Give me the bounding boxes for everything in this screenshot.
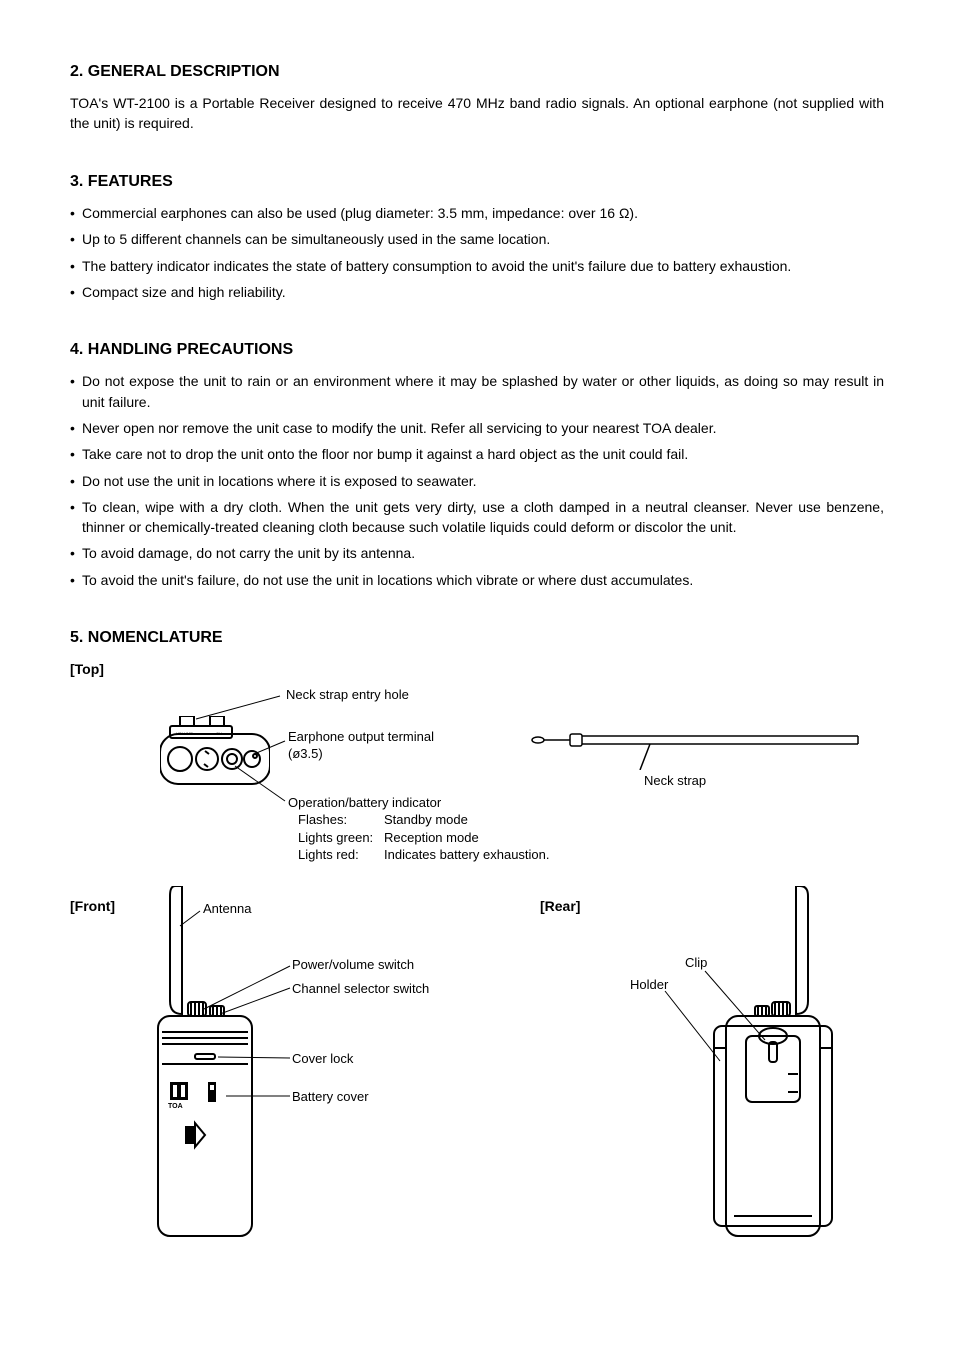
feature-item: Commercial earphones can also be used (p… xyxy=(82,203,884,223)
precaution-item: Take care not to drop the unit onto the … xyxy=(82,444,884,464)
callout-line: (ø3.5) xyxy=(288,745,434,763)
precaution-item: To avoid damage, do not carry the unit b… xyxy=(82,543,884,563)
section-heading-4: 4. HANDLING PRECAUTIONS xyxy=(70,338,884,361)
callout-power-vol: Power/volume switch xyxy=(292,956,414,974)
features-list: •Commercial earphones can also be used (… xyxy=(70,203,884,302)
callout-battery-cover: Battery cover xyxy=(292,1088,369,1106)
section-heading-5: 5. NOMENCLATURE xyxy=(70,626,884,649)
indicator-key: Flashes: xyxy=(298,811,384,829)
precaution-item: Never open nor remove the unit case to m… xyxy=(82,418,884,438)
callout-antenna: Antenna xyxy=(203,900,251,918)
indicator-key: Lights green: xyxy=(298,829,384,847)
precaution-item: Do not use the unit in locations where i… xyxy=(82,471,884,491)
indicator-val: Standby mode xyxy=(384,812,468,827)
callout-line: Operation/battery indicator xyxy=(288,794,550,812)
indicator-val: Reception mode xyxy=(384,830,479,845)
section-heading-3: 3. FEATURES xyxy=(70,170,884,193)
rear-leader-lines-icon xyxy=(540,896,870,1266)
feature-item: Up to 5 different channels can be simult… xyxy=(82,229,884,249)
callout-neck-strap: Neck strap xyxy=(644,772,706,790)
callout-channel-sel: Channel selector switch xyxy=(292,980,429,998)
indicator-key: Lights red: xyxy=(298,846,384,864)
precautions-list: •Do not expose the unit to rain or an en… xyxy=(70,371,884,590)
callout-line: Earphone output terminal xyxy=(288,728,434,746)
callout-neck-strap-entry: Neck strap entry hole xyxy=(286,686,409,704)
section-heading-2: 2. GENERAL DESCRIPTION xyxy=(70,60,884,83)
callout-cover-lock: Cover lock xyxy=(292,1050,353,1068)
feature-item: The battery indicator indicates the stat… xyxy=(82,256,884,276)
indicator-val: Indicates battery exhaustion. xyxy=(384,847,550,862)
top-view-label: [Top] xyxy=(70,659,884,679)
callout-clip: Clip xyxy=(685,954,707,972)
neck-strap-icon xyxy=(530,730,860,770)
feature-item: Compact size and high reliability. xyxy=(82,282,884,302)
callout-earphone-terminal: Earphone output terminal (ø3.5) xyxy=(288,728,434,763)
precaution-item: Do not expose the unit to rain or an env… xyxy=(82,371,884,412)
section-2-body: TOA's WT-2100 is a Portable Receiver des… xyxy=(70,93,884,134)
precaution-item: To avoid the unit's failure, do not use … xyxy=(82,570,884,590)
callout-indicator: Operation/battery indicator Flashes:Stan… xyxy=(288,794,550,864)
callout-holder: Holder xyxy=(630,976,668,994)
front-leader-lines-icon xyxy=(70,896,540,1266)
precaution-item: To clean, wipe with a dry cloth. When th… xyxy=(82,497,884,538)
